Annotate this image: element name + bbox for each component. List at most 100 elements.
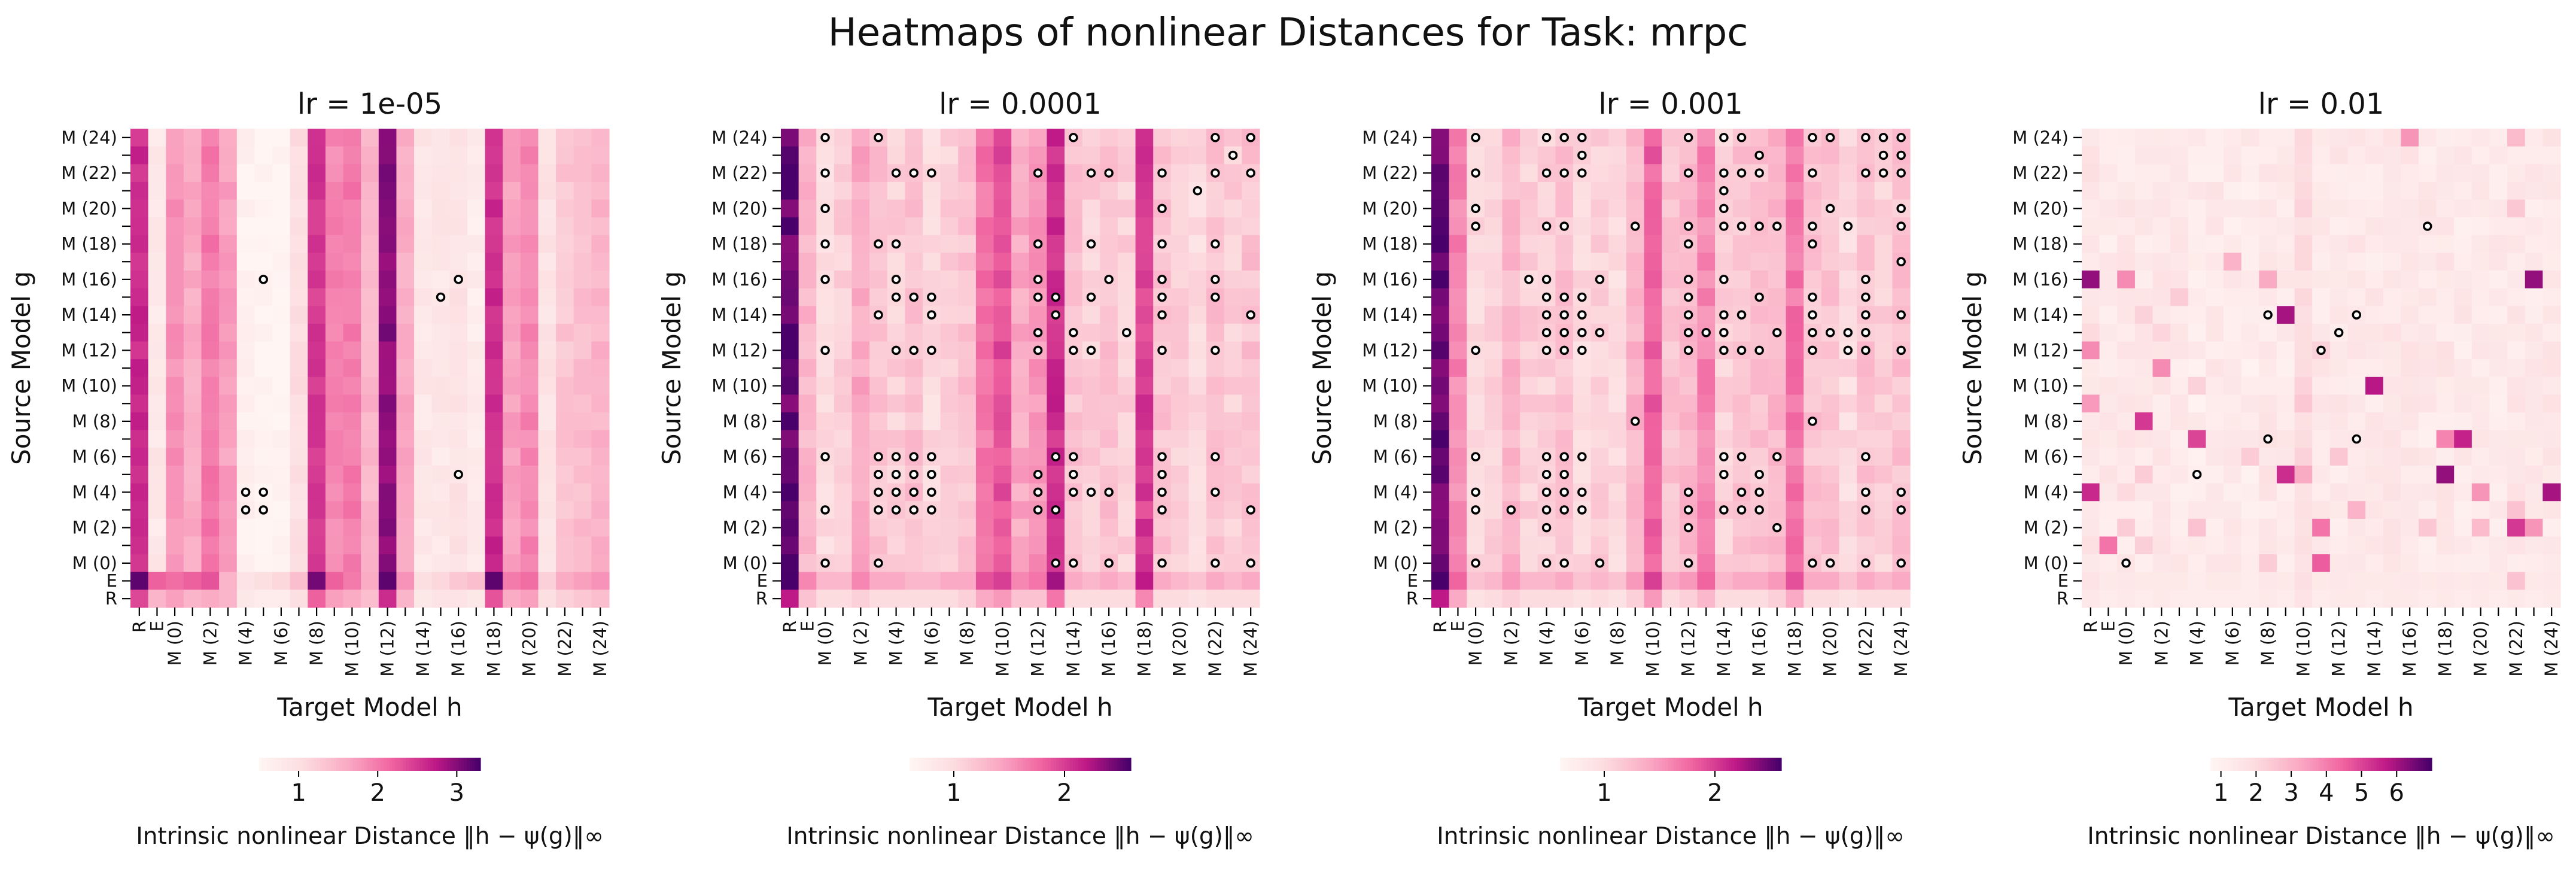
significance-marker [1104,168,1114,178]
heatmap-cell [1449,465,1467,484]
heatmap-cell [2507,306,2526,324]
heatmap-cell [183,394,202,413]
heatmap-cell [1608,412,1627,431]
heatmap-cell [1626,572,1645,590]
heatmap-cell [1065,394,1083,413]
heatmap-cell [1715,536,1733,555]
significance-marker [1701,327,1711,338]
x-tick-label: M (18) [1784,621,1805,677]
heatmap-cell [1626,536,1645,555]
colorbar-segment [2354,758,2358,771]
heatmap-cell [975,341,994,360]
heatmap-cell [1786,341,1804,360]
significance-marker [1541,345,1552,356]
heatmap-cell [1188,554,1207,573]
heatmap-cell [467,483,486,502]
heatmap-cell [2117,501,2136,519]
heatmap-cell [2241,554,2259,573]
heatmap-cell [1100,536,1118,555]
heatmap-cell [2117,235,2136,254]
heatmap-cell [1449,253,1467,271]
significance-marker [891,505,901,515]
colorbar-segment [1009,758,1012,771]
heatmap-cell [591,199,610,218]
heatmap-cell [378,199,397,218]
heatmap-cell [2418,323,2437,342]
heatmap-cell [2117,323,2136,342]
heatmap-cell [2276,359,2295,378]
heatmap-cell [1431,465,1450,484]
heatmap-cell [1768,129,1787,147]
heatmap-cell [2436,430,2455,448]
heatmap-cell [1697,412,1716,431]
heatmap-cell [2312,376,2331,396]
heatmap-cell [538,448,556,466]
heatmap-cell [2365,536,2384,555]
heatmap-cell [2542,412,2561,431]
heatmap-cell [2436,518,2455,537]
colorbar-segment [1623,758,1627,771]
significance-marker [1471,133,1480,142]
heatmap-cell [2259,181,2277,200]
heatmap-cell [1242,341,1260,360]
heatmap-cell [1662,518,1680,537]
y-tick-label: M (18) [2012,234,2069,254]
colorbar-segment [1582,758,1586,771]
heatmap-cell [887,359,906,378]
x-tick-label: M (6) [271,621,291,666]
heatmap-cell [2224,359,2242,378]
y-axis-label: Source Model g [7,271,36,465]
heatmap-cell [1608,518,1627,537]
heatmap-cell [148,536,166,555]
heatmap-cell [2542,359,2561,378]
heatmap-cell [1662,271,1680,289]
heatmap-cell [130,590,149,608]
colorbar-segment [1643,758,1646,771]
y-tick-label: E [1407,571,1418,591]
heatmap-cell [1100,501,1118,519]
heatmap-cell [1467,288,1485,306]
heatmap-cell [1892,590,1911,608]
heatmap-cell [485,359,503,378]
heatmap-cell [1047,518,1065,537]
heatmap-cell [378,129,397,147]
heatmap-cell [166,341,184,360]
significance-marker [1896,221,1906,231]
heatmap-cell [166,306,184,324]
colorbar-segment [348,758,351,771]
heatmap-cell [975,412,994,431]
heatmap-cell [1555,181,1574,200]
significance-marker [1843,221,1853,231]
heatmap-cell [2329,146,2349,165]
heatmap-cell [1803,483,1822,502]
heatmap-cell [2401,430,2419,448]
significance-marker [1772,452,1782,461]
colorbar-segment [267,758,271,771]
significance-marker [1736,168,1747,178]
heatmap-cell [219,376,238,396]
heatmap-cell [2329,448,2349,466]
heatmap-cell [2383,253,2401,271]
heatmap-cell [2454,146,2472,165]
heatmap-cell [1242,465,1260,484]
heatmap-cell [449,412,468,431]
heatmap-cell [993,448,1012,466]
heatmap-cell [993,554,1012,573]
heatmap-cell [1100,235,1118,254]
heatmap-cell [538,572,556,590]
heatmap-cell [503,271,521,289]
heatmap-cell [325,394,344,413]
heatmap-cell [781,376,799,396]
heatmap-cell [1537,181,1556,200]
heatmap-cell [1206,323,1225,342]
significance-marker [1736,452,1747,461]
heatmap-cell [1555,590,1574,608]
heatmap-cell [1153,590,1172,608]
y-tick-label: M (24) [61,127,117,148]
heatmap-cell [308,199,326,218]
heatmap-cell [1011,394,1030,413]
heatmap-cell [2259,341,2277,360]
heatmap-cell [308,129,326,147]
heatmap-cell [2259,199,2277,218]
heatmap-cell [201,306,220,324]
